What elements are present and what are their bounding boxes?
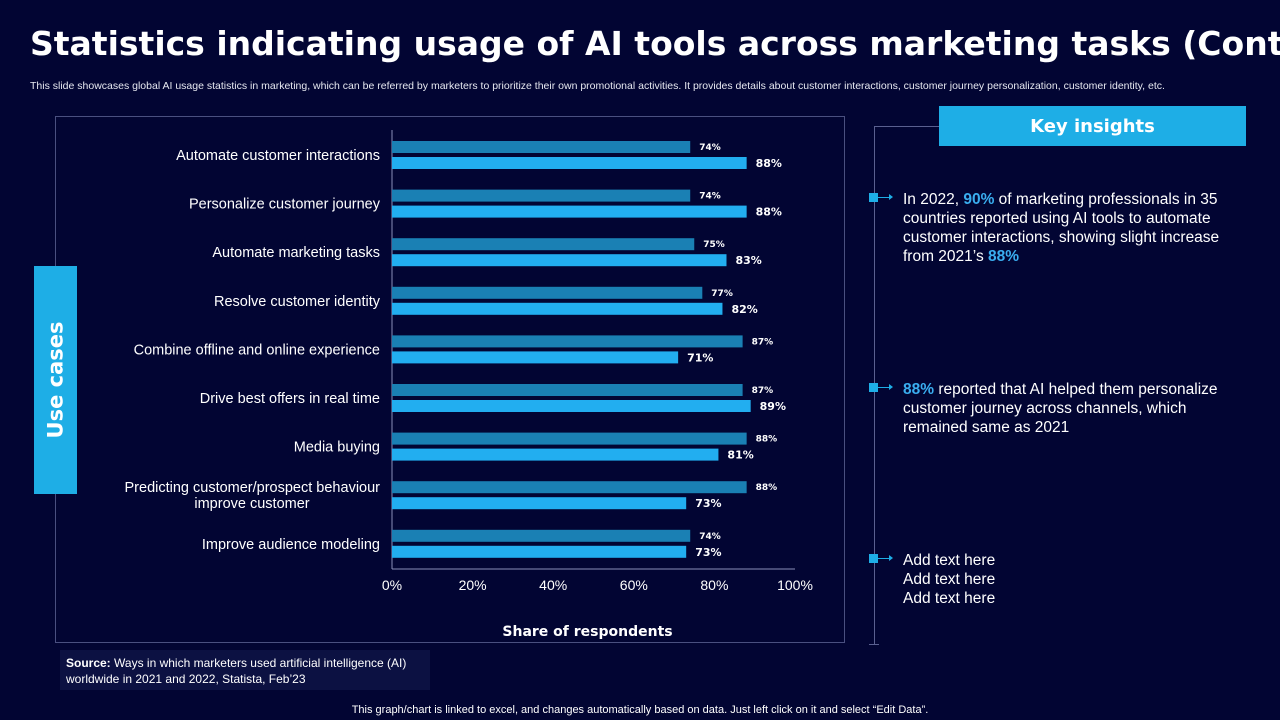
category-label: Personalize customer journey <box>189 197 381 213</box>
insight-2-text: 88% reported that AI helped them persona… <box>903 381 1218 436</box>
category-label: Predicting customer/prospect behaviour im… <box>125 480 381 512</box>
placeholder-line: Add text here <box>903 571 996 588</box>
insight-1-text: In 2022, 90% of marketing professionals … <box>903 191 1220 265</box>
bar-2022 <box>392 254 727 267</box>
use-cases-label-box: Use cases <box>34 266 77 494</box>
category-label: Automate customer interactions <box>176 148 380 164</box>
bar-2021 <box>392 189 691 202</box>
footer-note: This graph/chart is linked to excel, and… <box>351 704 929 716</box>
value-label-2022: 71% <box>687 351 713 364</box>
category-label: Improve audience modeling <box>202 537 380 553</box>
value-label-2022: 83% <box>735 254 761 267</box>
x-tick-label: 80% <box>700 577 728 593</box>
bar-2021 <box>392 432 747 445</box>
bar-2021 <box>392 481 747 494</box>
x-tick-label: 0% <box>382 577 402 593</box>
arrow-bullet-icon <box>869 193 893 203</box>
insight-3-text: Add text here Add text here Add text her… <box>903 551 1243 608</box>
value-label-2021: 75% <box>703 240 725 250</box>
value-label-2022: 73% <box>695 546 721 559</box>
bar-2022 <box>392 302 723 315</box>
bar-2022 <box>392 351 679 364</box>
x-tick-label: 20% <box>459 577 487 593</box>
use-cases-label: Use cases <box>43 321 68 439</box>
bar-2022 <box>392 497 687 510</box>
bar-2021 <box>392 238 695 251</box>
value-label-2022: 88% <box>756 157 782 170</box>
arrow-bullet-icon <box>869 554 893 564</box>
source-note: Source: Ways in which marketers used art… <box>60 650 430 690</box>
value-label-2022: 73% <box>695 497 721 510</box>
value-label-2021: 88% <box>756 435 778 445</box>
category-label: Resolve customer identity <box>214 294 381 310</box>
placeholder-line: Add text here <box>903 552 996 569</box>
category-label: Drive best offers in real time <box>200 391 380 407</box>
arrow-bullet-icon <box>869 383 893 393</box>
placeholder-line: Add text here <box>903 590 996 607</box>
value-label-2022: 81% <box>727 449 753 462</box>
insights-end-tick <box>869 644 879 645</box>
bar-2022 <box>392 545 687 558</box>
value-label-2021: 74% <box>699 192 721 202</box>
value-label-2021: 74% <box>699 532 721 542</box>
bar-2021 <box>392 141 691 153</box>
slide-title: Statistics indicating usage of AI tools … <box>30 24 1280 63</box>
category-label: Automate marketing tasks <box>212 245 380 261</box>
insights-connector <box>874 126 940 127</box>
x-tick-label: 100% <box>777 577 813 593</box>
bar-2022 <box>392 400 751 412</box>
x-tick-label: 60% <box>620 577 648 593</box>
bar-2021 <box>392 384 743 396</box>
category-label: Combine offline and online experience <box>134 342 380 358</box>
bar-2021 <box>392 335 743 348</box>
category-label: Media buying <box>294 440 380 456</box>
value-label-2021: 77% <box>711 289 733 299</box>
value-label-2022: 88% <box>756 206 782 219</box>
bar-2021 <box>392 529 691 542</box>
value-label-2021: 87% <box>752 386 774 396</box>
bar-2022 <box>392 205 747 218</box>
value-label-2022: 82% <box>731 303 757 316</box>
x-axis-title: Share of respondents <box>502 624 672 640</box>
key-insights-header: Key insights <box>939 106 1246 146</box>
slide-subtitle: This slide showcases global AI usage sta… <box>30 80 1165 92</box>
x-tick-label: 40% <box>539 577 567 593</box>
value-label-2021: 74% <box>699 143 721 153</box>
bar-2022 <box>392 448 719 461</box>
value-label-2021: 87% <box>752 337 774 347</box>
bar-2021 <box>392 286 703 299</box>
value-label-2021: 88% <box>756 483 778 493</box>
bar-2022 <box>392 157 747 169</box>
value-label-2022: 89% <box>760 400 786 413</box>
